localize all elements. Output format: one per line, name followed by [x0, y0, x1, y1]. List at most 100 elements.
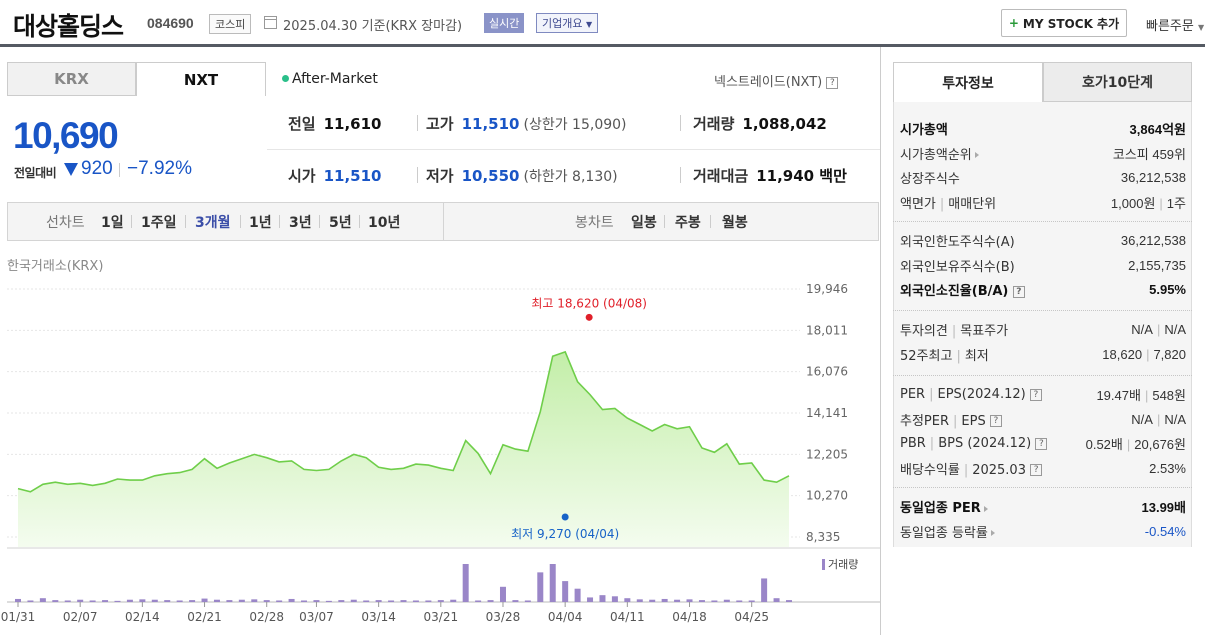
y-tick-label: 19,946 [806, 282, 848, 296]
info-row: 외국인한도주식수(A) 36,212,538 [900, 231, 1186, 250]
info-val: 13.99배 [1141, 500, 1187, 515]
high-marker [585, 313, 593, 321]
period-3y[interactable]: 3년 [289, 215, 312, 231]
help-icon[interactable]: ? [989, 415, 1002, 427]
volume-bar [201, 598, 208, 602]
info-row[interactable]: 시가총액순위 코스피 459위 [900, 144, 1186, 163]
info-key: 2025.03 [972, 462, 1026, 478]
x-tick-label: 04/11 [610, 610, 645, 624]
separator: | [953, 413, 958, 429]
status-dot-icon [282, 75, 289, 82]
stat-open: 시가 11,510 [288, 165, 382, 186]
candle-weekly[interactable]: 주봉 [675, 215, 701, 231]
volume-bar [400, 600, 407, 602]
info-key: 추정PER [900, 413, 950, 429]
info-val: -0.54% [1144, 523, 1186, 539]
volume-bar [711, 600, 718, 602]
info-label: 시가총액 [900, 119, 948, 138]
volume-bar [164, 600, 171, 602]
info-row: 외국인소진율(B/A) ? 5.95% [900, 280, 1186, 299]
stock-code: 084690 [147, 15, 194, 31]
info-key: 액면가 [900, 196, 936, 212]
period-10y[interactable]: 10년 [368, 215, 401, 231]
stat-label: 거래대금 [693, 167, 749, 185]
info-val: N/A [1164, 322, 1186, 337]
info-val: 36,212,538 [1120, 233, 1186, 248]
info-label: 추정PER | EPS ? [900, 410, 1002, 429]
volume-bar [251, 599, 258, 602]
info-label: PER | EPS(2024.12) ? [900, 387, 1042, 402]
tab-krx[interactable]: KRX [7, 62, 136, 96]
help-icon[interactable]: ? [826, 76, 839, 89]
help-icon[interactable]: ? [1030, 464, 1043, 476]
candle-daily[interactable]: 일봉 [631, 215, 657, 231]
info-label: 외국인한도주식수(A) [900, 231, 1015, 250]
info-val: N/A [1131, 411, 1153, 427]
info-row: 52주최고 | 최저 18,620 | 7,820 [900, 345, 1186, 364]
x-tick-label: 03/14 [361, 610, 396, 624]
volume-bar [15, 598, 21, 602]
stat-label: 저가 [426, 167, 454, 185]
info-key: PER [900, 387, 926, 402]
info-value: 1,000원 | 1주 [1111, 193, 1186, 212]
info-label: 외국인소진율(B/A) ? [900, 280, 1025, 299]
volume-bar [723, 599, 730, 602]
invest-info-panel [893, 102, 1192, 547]
info-value: 0.52배 | 20,676원 [1086, 434, 1186, 453]
volume-bar [512, 600, 519, 602]
x-tick-label: 02/21 [187, 610, 222, 624]
volume-bar [176, 600, 183, 602]
info-row: 상장주식수 36,212,538 [900, 168, 1186, 187]
divider [893, 375, 1192, 376]
divider [240, 215, 241, 228]
period-5y[interactable]: 5년 [329, 215, 352, 231]
base-date: 2025.04.30 기준(KRX 장마감) [283, 19, 463, 34]
volume-bar [587, 597, 594, 602]
price-chart[interactable]: 8,335 10,270 12,205 14,141 16,076 18,011 19,94… [0, 0, 880, 635]
info-val: 코스피 459위 [1112, 146, 1186, 162]
divider [131, 215, 132, 228]
info-row: 시가총액 3,864억원 [900, 119, 1186, 138]
help-icon[interactable]: ? [1012, 285, 1025, 298]
x-tick-label: 04/04 [548, 610, 583, 624]
quick-order-button[interactable]: 빠른주문 ▼ [1146, 15, 1204, 34]
company-overview-dropdown[interactable]: 기업개요 ▼ [536, 13, 599, 33]
tab-orderbook[interactable]: 호가10단계 [1043, 62, 1192, 102]
info-val: 3,864억원 [1129, 122, 1186, 137]
x-tick-label: 03/21 [424, 610, 459, 624]
info-label: 동일업종 PER [900, 497, 988, 516]
volume-bar [611, 596, 618, 602]
separator: | [963, 462, 969, 478]
help-icon[interactable]: ? [1029, 388, 1042, 401]
info-row[interactable]: 동일업종 등락률 -0.54% [900, 522, 1186, 541]
volume-bar [126, 599, 133, 602]
tab-invest-info[interactable]: 투자정보 [893, 62, 1043, 102]
nextrade-link[interactable]: 넥스트레이드(NXT) ? [714, 71, 839, 90]
info-label: 시가총액순위 [900, 144, 979, 163]
price-area [18, 351, 789, 547]
period-1y[interactable]: 1년 [249, 215, 272, 231]
stat-sub: (하한가 8,130) [523, 169, 618, 185]
info-val: 20,676원 [1134, 437, 1186, 452]
stat-sub: (상한가 15,090) [523, 117, 627, 133]
add-my-stock-button[interactable]: + MY STOCK 추가 [1001, 9, 1127, 37]
period-1d[interactable]: 1일 [101, 215, 124, 231]
help-icon[interactable]: ? [1035, 437, 1048, 450]
period-3m[interactable]: 3개월 [195, 215, 231, 231]
tab-nxt[interactable]: NXT [136, 62, 266, 96]
info-key: 배당수익률 [900, 462, 960, 478]
info-key: 매매단위 [948, 196, 997, 212]
chevron-down-icon: ▼ [585, 20, 593, 29]
volume-bar [39, 598, 46, 602]
realtime-badge[interactable]: 실시간 [484, 13, 525, 33]
info-row[interactable]: 동일업종 PER 13.99배 [900, 497, 1186, 516]
separator: | [956, 348, 961, 364]
stock-name: 대상홀딩스 [13, 12, 124, 41]
period-1w[interactable]: 1주일 [141, 215, 177, 231]
volume-bar [773, 598, 780, 602]
stat-label: 고가 [426, 115, 454, 133]
info-key: 최저 [964, 348, 989, 364]
stat-high: 고가 11,510 (상한가 15,090) [426, 113, 627, 134]
candle-monthly[interactable]: 월봉 [722, 215, 748, 231]
y-tick-label: 18,011 [806, 323, 848, 337]
